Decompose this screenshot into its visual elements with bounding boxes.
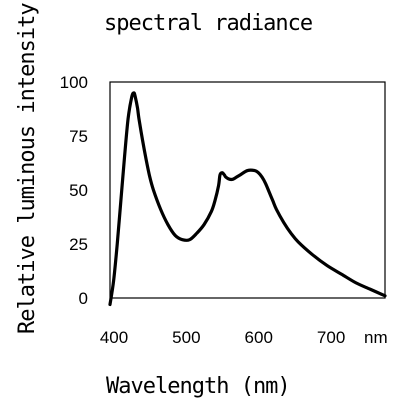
y-tick-label: 25 xyxy=(69,235,88,254)
y-tick-label: 50 xyxy=(69,181,88,200)
x-tick-label: 400 xyxy=(100,328,128,347)
x-tick-labels: 400 500 600 700 xyxy=(100,328,345,347)
x-axis-label: Wavelength (nm) xyxy=(106,374,290,399)
x-tick-label: 500 xyxy=(172,328,200,347)
x-tick-label: 600 xyxy=(245,328,273,347)
x-unit-label: nm xyxy=(364,328,388,347)
y-tick-labels: 0 25 50 75 100 xyxy=(60,73,88,308)
y-tick-label: 75 xyxy=(69,127,88,146)
x-tick-label: 700 xyxy=(317,328,345,347)
chart-title: spectral radiance xyxy=(104,11,312,36)
y-tick-label: 0 xyxy=(79,289,88,308)
spectrum-curve xyxy=(108,91,387,307)
plot-frame xyxy=(109,81,386,299)
series-layer xyxy=(108,91,387,307)
y-tick-label: 100 xyxy=(60,73,88,92)
y-axis-label: Relative luminous intensity(%) xyxy=(15,0,40,334)
